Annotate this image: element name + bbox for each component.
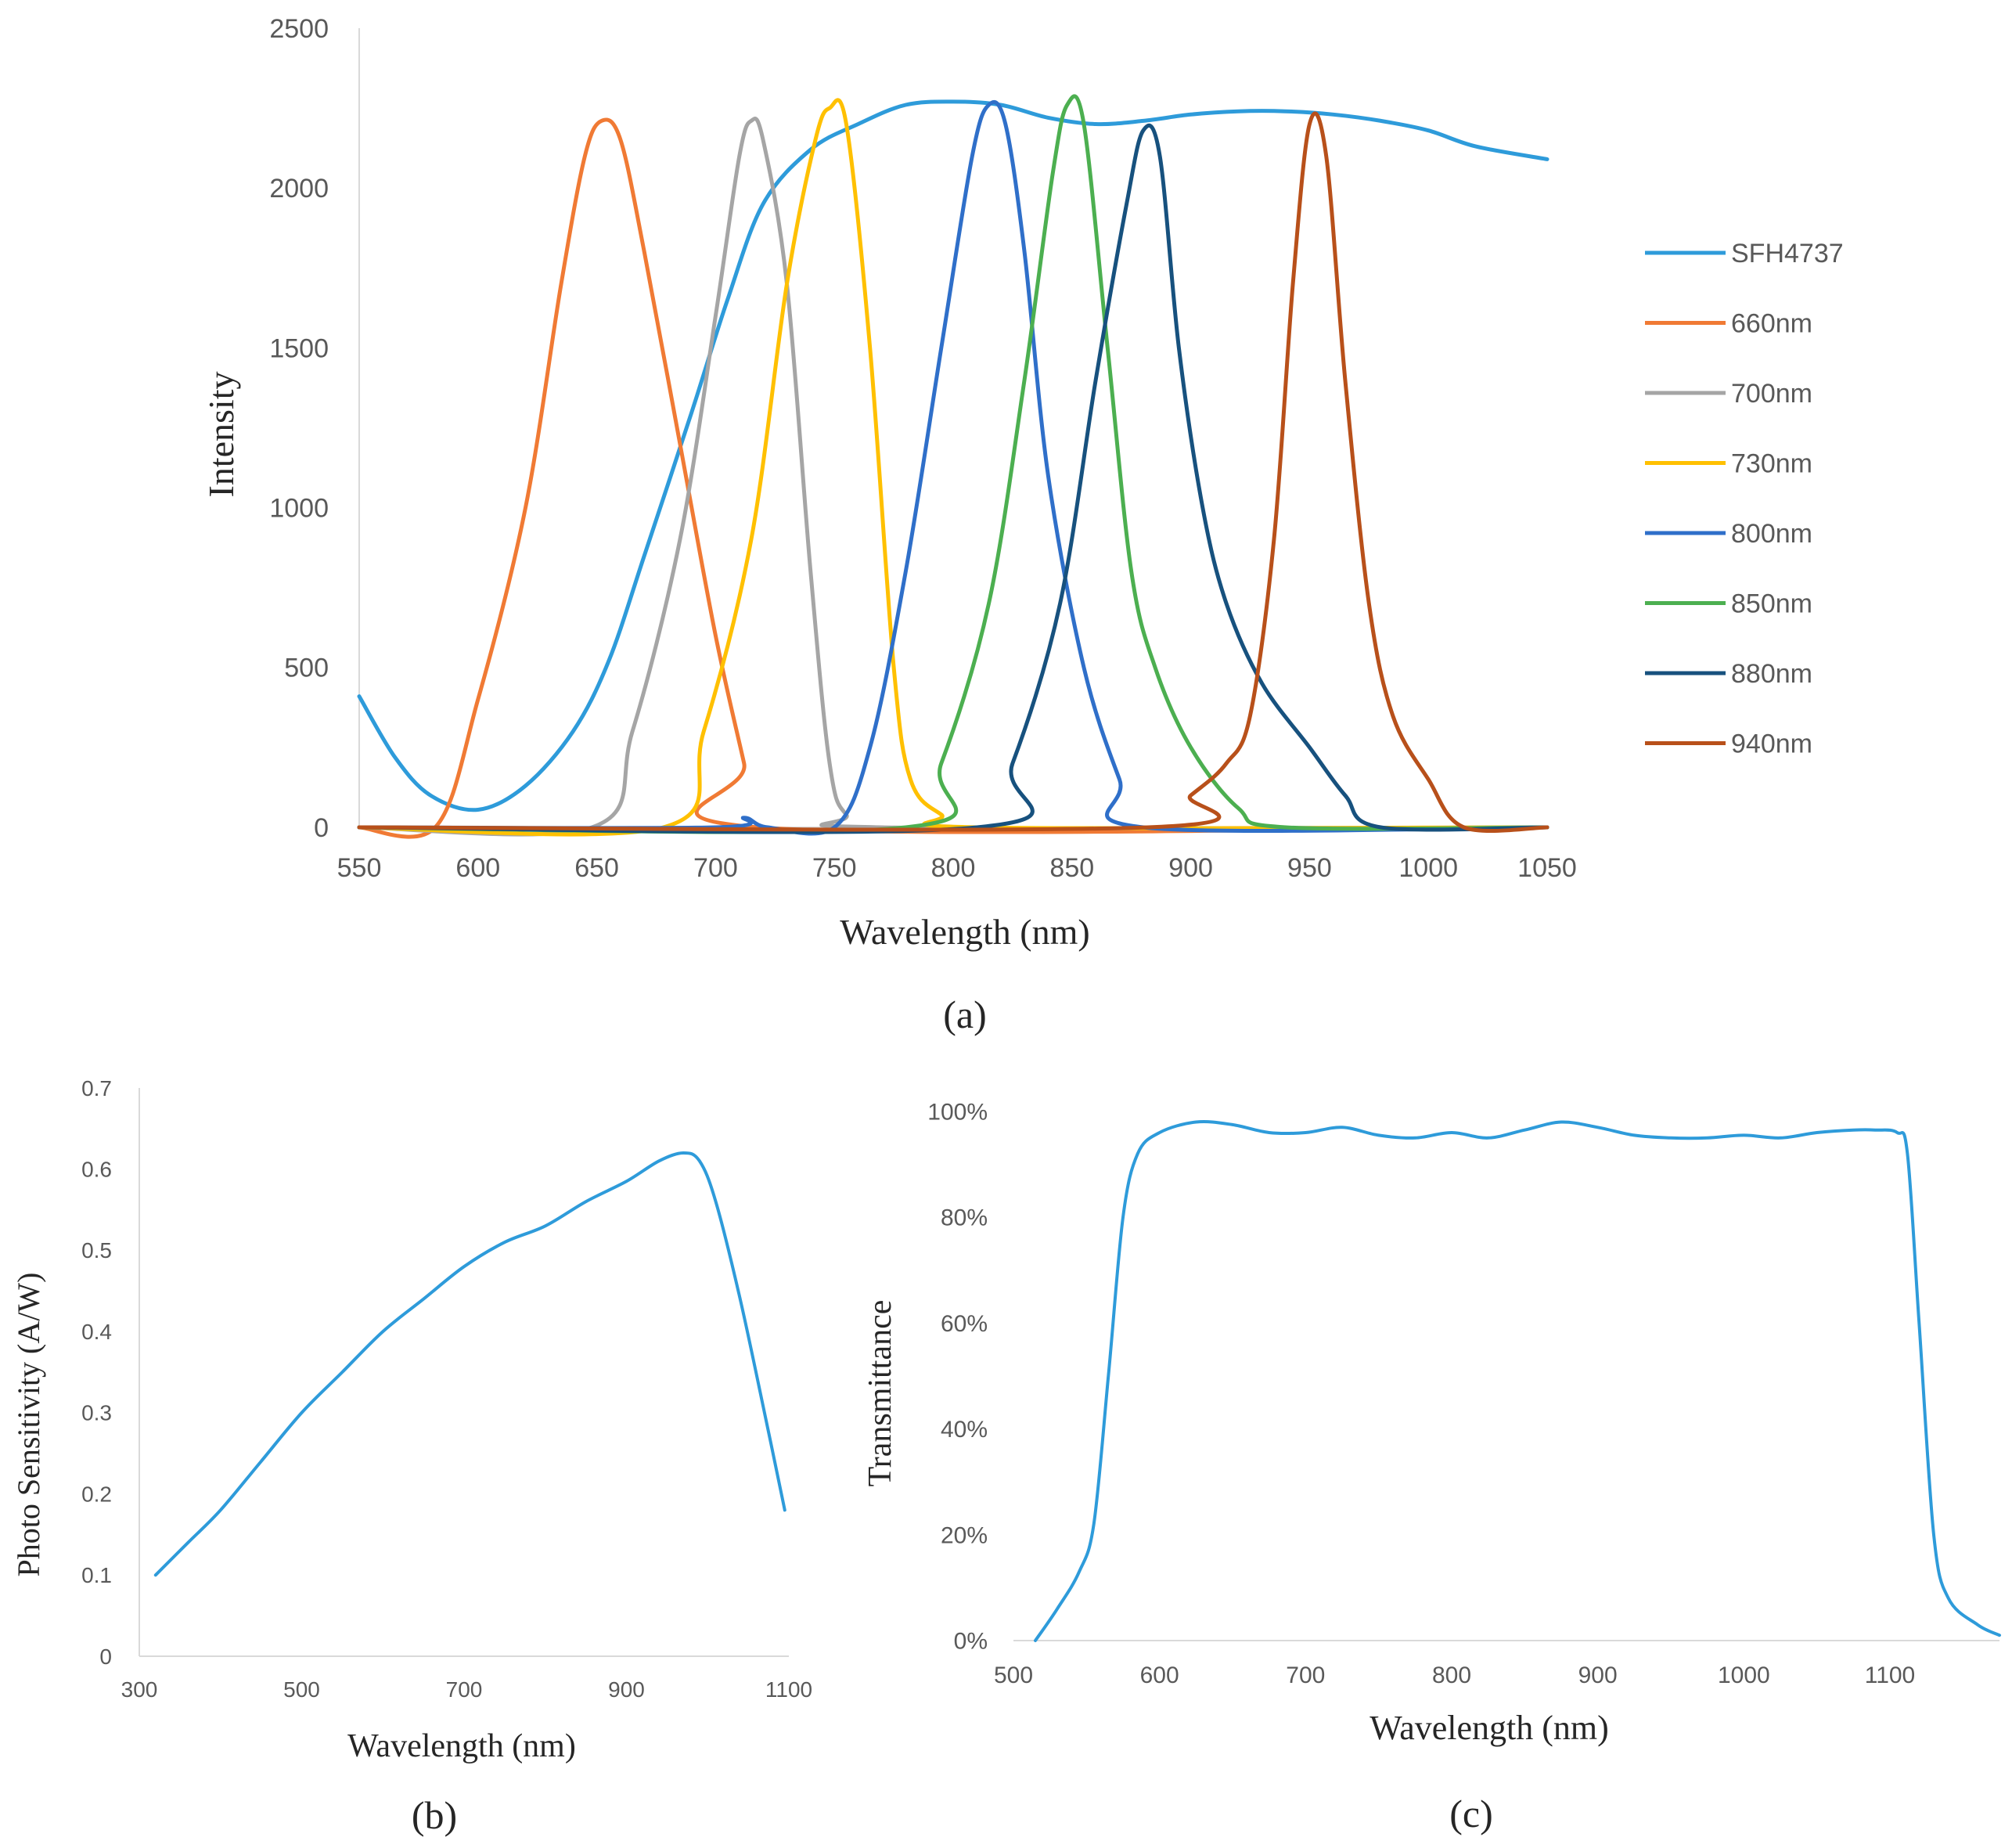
chart-c-x-tick-label: 800: [1432, 1662, 1471, 1688]
legend-label-sfh4737: SFH4737: [1731, 239, 1844, 268]
chart-b-x-tick-label: 1100: [765, 1677, 812, 1702]
chart-c-x-tick-label: 600: [1140, 1662, 1179, 1688]
chart-a-y-tick-label: 0: [314, 813, 329, 843]
chart-a-series-line-660nm: [357, 117, 1549, 839]
chart-b-x-axis-label: Wavelength (nm): [347, 1728, 576, 1764]
chart-a-x-tick-label: 600: [455, 853, 500, 883]
chart-b-x-tick-label: 300: [121, 1677, 158, 1702]
chart-b-x-tick-label: 900: [608, 1677, 645, 1702]
legend-label-700nm: 700nm: [1731, 379, 1812, 409]
chart-b-y-tick-label: 0.6: [81, 1158, 112, 1182]
chart-a-y-axis-label: Intensity: [201, 372, 241, 498]
chart-a-x-tick-label: 700: [693, 853, 738, 883]
chart-a-x-tick-label: 800: [931, 853, 976, 883]
chart-b-y-tick-label: 0.2: [81, 1482, 112, 1506]
chart-a-caption: (a): [943, 992, 987, 1036]
chart-c-y-tick-label: 0%: [954, 1629, 988, 1655]
chart-a-x-tick-label: 1000: [1398, 853, 1458, 883]
chart-c-y-tick-label: 100%: [927, 1100, 988, 1126]
chart-a-x-tick-label: 850: [1049, 853, 1094, 883]
chart-a-y-tick-label: 2000: [269, 174, 329, 204]
chart-a-x-tick-label: 1050: [1517, 853, 1577, 883]
chart-a-x-tick-label: 550: [337, 853, 382, 883]
chart-b-caption: (b): [412, 1793, 457, 1837]
chart-a-x-tick-label: 750: [812, 853, 857, 883]
chart-a-series-line-800nm: [357, 100, 1549, 836]
chart-a-x-tick-label: 900: [1168, 853, 1213, 883]
legend-label-940nm: 940nm: [1731, 729, 1812, 759]
chart-b-x-tick-label: 700: [446, 1677, 483, 1702]
legend-label-880nm: 880nm: [1731, 659, 1812, 689]
chart-c-caption: (c): [1449, 1792, 1493, 1835]
chart-b-y-tick-label: 0.4: [81, 1320, 112, 1344]
chart-c-y-tick-label: 80%: [941, 1205, 988, 1231]
chart-b-y-tick-label: 0.5: [81, 1238, 112, 1263]
chart-a-y-tick-label: 1000: [269, 494, 329, 524]
chart-a: 0 500 1000 1500 2000 2500 550 600 650 700 750 800 8…: [201, 14, 1844, 1036]
chart-c-series-line-transmittance: [1034, 1119, 2001, 1642]
chart-a-series-line-940nm: [357, 111, 1549, 834]
chart-c-y-tick-label: 20%: [941, 1522, 988, 1548]
chart-c: 0% 20% 40% 60% 80% 100% 500 600 700 800 900 1000 11…: [862, 1100, 2001, 1835]
chart-c-y-tick-label: 40%: [941, 1417, 988, 1443]
chart-a-x-tick-label: 950: [1287, 853, 1332, 883]
chart-c-x-tick-label: 1100: [1865, 1662, 1916, 1688]
chart-c-x-tick-label: 900: [1578, 1662, 1618, 1688]
chart-a-series-line-850nm: [357, 94, 1549, 834]
chart-b-x-tick-label: 500: [283, 1677, 320, 1702]
chart-c-x-tick-label: 1000: [1718, 1662, 1770, 1688]
chart-a-legend: SFH4737 660nm 700nm 730nm 800nm 850nm 880nm 940…: [1645, 239, 1844, 759]
chart-a-series-line-sfh4737: [357, 99, 1549, 812]
chart-c-y-axis-label: Transmittance: [862, 1300, 898, 1487]
legend-label-800nm: 800nm: [1731, 519, 1812, 549]
chart-c-y-tick-label: 60%: [941, 1311, 988, 1337]
chart-b: 00.10.20.30.40.50.60.7 300 500 700 900 1100 …: [11, 1076, 812, 1837]
chart-a-y-tick-label: 2500: [269, 14, 329, 44]
legend-label-850nm: 850nm: [1731, 589, 1812, 619]
chart-b-y-tick-label: 0.3: [81, 1401, 112, 1425]
chart-b-y-tick-label: 0: [99, 1644, 112, 1669]
chart-b-series-line-photo-sensitivity: [153, 1151, 786, 1577]
chart-a-series-line-880nm: [357, 123, 1549, 834]
legend-label-660nm: 660nm: [1731, 309, 1812, 339]
chart-a-y-tick-label: 1500: [269, 333, 329, 363]
chart-a-series-line-700nm: [357, 117, 1549, 837]
chart-b-y-tick-label: 0.1: [81, 1563, 112, 1587]
chart-b-y-tick-label: 0.7: [81, 1076, 112, 1101]
chart-c-x-axis-label: Wavelength (nm): [1370, 1709, 1609, 1747]
chart-c-x-tick-label: 500: [994, 1662, 1033, 1688]
chart-a-y-tick-label: 500: [284, 654, 329, 683]
chart-b-y-axis-label: Photo Sensitivity (A/W): [11, 1273, 46, 1577]
chart-a-x-axis-label: Wavelength (nm): [840, 912, 1089, 952]
chart-a-x-tick-label: 650: [574, 853, 619, 883]
legend-label-730nm: 730nm: [1731, 449, 1812, 479]
chart-c-x-tick-label: 700: [1286, 1662, 1325, 1688]
